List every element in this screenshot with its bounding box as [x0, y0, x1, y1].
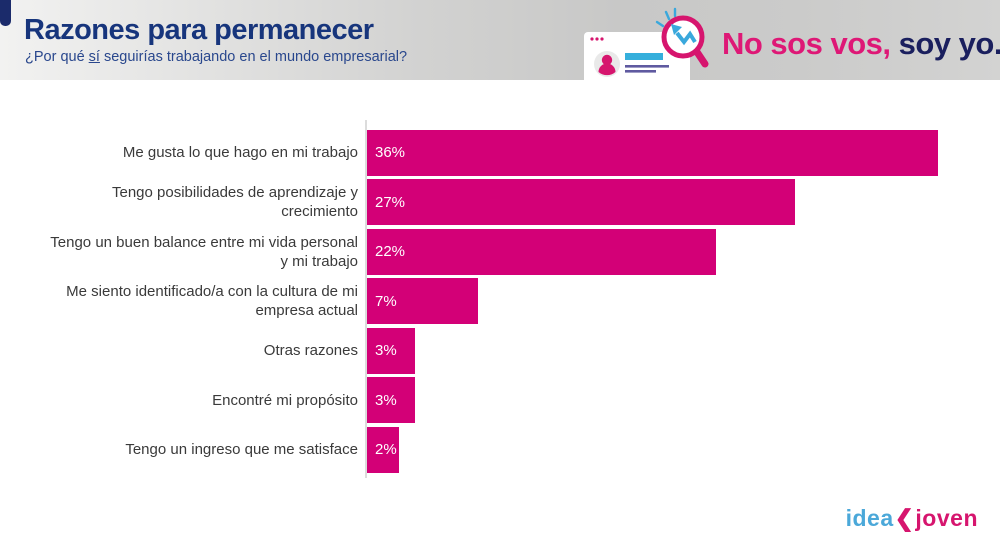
header-band: Razones para permanecer ¿Por qué sí segu…: [0, 0, 1000, 88]
subtitle-underlined-word: sí: [88, 49, 100, 65]
page-title: Razones para permanecer: [24, 14, 374, 46]
bar: 3%: [367, 327, 415, 374]
bar-row: Tengo un ingreso que me satisface 2%: [0, 425, 1000, 475]
campaign-tagline: No sos vos, soy yo.: [722, 26, 1000, 62]
bar-label: Tengo posibilidades de aprendizaje y cre…: [111, 184, 358, 221]
bar-value: 36%: [375, 144, 406, 162]
bar-label: Me gusta lo que hago en mi trabajo: [122, 144, 358, 162]
bar: 2%: [367, 426, 399, 473]
bar-value: 22%: [375, 243, 406, 261]
corner-accent-shape: [0, 0, 11, 26]
bar-value: 3%: [375, 391, 397, 409]
subtitle-prefix: ¿Por qué: [25, 49, 89, 65]
bar-value: 27%: [375, 193, 406, 211]
bar-chart: Me gusta lo que hago en mi trabajo 36% T…: [0, 128, 1000, 475]
chart-axis-line: [365, 120, 367, 478]
logo-joven-text: joven: [915, 505, 978, 531]
bar-label: Encontré mi propósito: [212, 391, 358, 409]
bar: 36%: [367, 129, 938, 176]
logo-idea-text: idea: [845, 505, 894, 531]
bar-value: 2%: [375, 441, 397, 459]
idea-joven-logo: idea❮joven: [846, 505, 978, 532]
magnifier-trend-icon: [584, 7, 709, 88]
bar-row: Tengo posibilidades de aprendizaje y cre…: [0, 178, 1000, 228]
bar-value: 3%: [375, 342, 397, 360]
bar-label: Tengo un buen balance entre mi vida pers…: [50, 233, 358, 270]
bar: 7%: [367, 278, 479, 325]
bar: 3%: [367, 377, 415, 424]
subtitle-suffix: seguirías trabajando en el mundo empresa…: [99, 49, 408, 65]
tagline-navy-part: soy yo.: [890, 26, 1000, 61]
bar: 27%: [367, 179, 796, 226]
bar-chart-rows: Me gusta lo que hago en mi trabajo 36% T…: [0, 128, 1000, 475]
bar-label: Tengo un ingreso que me satisface: [125, 441, 358, 459]
page-subtitle: ¿Por qué sí seguirías trabajando en el m…: [25, 49, 407, 65]
bar-row: Otras razones 3%: [0, 326, 1000, 376]
bar-label: Otras razones: [263, 342, 358, 360]
bar-label: Me siento identificado/a con la cultura …: [66, 283, 358, 320]
bar-row: Me gusta lo que hago en mi trabajo 36%: [0, 128, 1000, 178]
bar: 22%: [367, 228, 716, 275]
bar-row: Me siento identificado/a con la cultura …: [0, 277, 1000, 327]
profile-search-illustration: [578, 6, 712, 92]
tagline-pink-part: No sos vos,: [722, 26, 891, 61]
bar-row: Tengo un buen balance entre mi vida pers…: [0, 227, 1000, 277]
bar-value: 7%: [375, 292, 397, 310]
chevron-left-icon: ❮: [894, 505, 915, 531]
bar-row: Encontré mi propósito 3%: [0, 376, 1000, 426]
